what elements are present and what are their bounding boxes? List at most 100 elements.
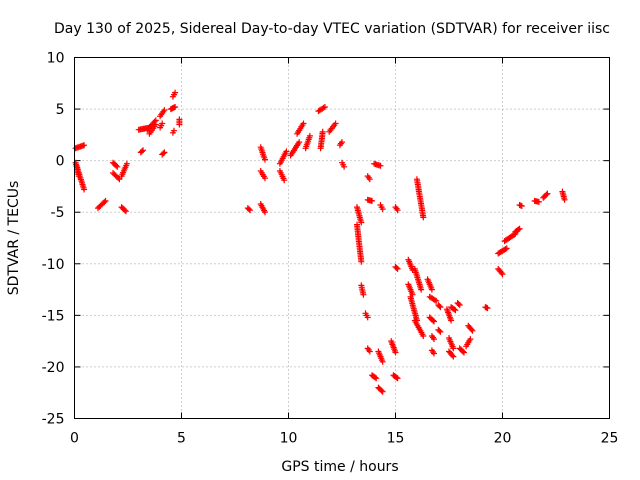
data-point [160,150,167,157]
data-point [102,197,109,204]
data-points [72,89,568,395]
data-point [456,302,463,308]
data-point [75,173,82,180]
data-point [431,297,438,304]
data-point [420,333,427,339]
data-point [172,104,179,110]
data-point [262,175,268,182]
x-tick-label: 10 [280,431,298,447]
data-point [364,314,371,321]
data-point [451,306,458,313]
data-point [420,214,427,221]
data-point [561,196,568,203]
plot-frame [74,57,610,419]
data-point [468,326,475,333]
data-point [378,387,385,394]
data-point [296,139,303,146]
data-point [484,305,491,312]
data-point [321,104,328,110]
data-point [283,148,290,155]
data-point [113,162,120,169]
data-point [152,121,159,128]
y-tick-label: 5 [56,102,65,118]
data-point [394,265,401,272]
data-point [431,350,437,357]
data-point [339,139,345,146]
data-point [543,191,550,198]
data-point [436,303,443,310]
data-point [437,328,444,335]
data-point [171,127,177,134]
data-point [123,160,130,167]
data-point [81,186,88,193]
data-point [358,258,365,265]
x-axis-label: GPS time / hours [281,459,398,475]
data-point [262,209,268,216]
x-tick-label: 15 [387,431,405,447]
data-point [306,132,313,139]
data-point [161,107,168,114]
data-point [430,317,436,324]
data-point [366,348,373,355]
data-point [122,208,129,215]
data-point [433,297,440,304]
data-point [450,345,457,352]
data-point [461,349,467,356]
data-point [281,177,288,184]
y-tick-label: -10 [42,257,65,273]
data-point [138,148,145,155]
data-point [379,388,386,395]
data-point [115,175,122,181]
data-point [392,349,399,356]
data-point [360,291,367,298]
data-point [450,353,457,360]
data-point [262,156,268,163]
data-point [467,336,474,343]
data-point [437,304,444,311]
data-point [332,120,339,127]
data-point [140,147,146,154]
data-point [319,128,326,135]
data-point [515,226,522,233]
data-point [393,374,400,381]
data-point [455,301,462,307]
data-point [159,120,166,127]
y-tick-label: -5 [51,205,65,221]
data-point [393,264,400,271]
data-point [428,286,435,293]
y-axis-label: SDTVAR / TECUs [6,181,22,296]
data-point [394,375,401,382]
data-point [436,327,443,334]
x-tick-label: 20 [494,431,512,447]
data-point [358,219,365,226]
data-point [535,198,542,205]
data-point [81,142,88,149]
x-tick-label: 5 [177,431,186,447]
data-point [300,120,307,127]
data-point [369,197,375,204]
data-point [114,163,121,170]
data-point [452,307,459,314]
data-point [431,336,437,343]
data-point [448,317,455,324]
data-point [498,269,505,276]
y-tick-label: -15 [42,308,65,324]
data-point [431,318,437,325]
data-point [247,207,253,214]
y-tick-label: 0 [56,154,65,170]
data-point [245,206,252,213]
data-point [469,327,476,334]
y-tick-label: 10 [47,51,65,67]
data-point [372,374,379,381]
y-tick-label: -20 [42,360,65,376]
data-point [373,375,380,382]
tick-marks [74,57,610,419]
data-point [518,203,525,209]
data-point [161,149,168,156]
grid-lines [74,57,610,419]
data-point [503,245,510,252]
data-point [459,348,466,355]
data-point [379,206,386,213]
data-point [394,207,401,214]
data-point [449,352,456,359]
